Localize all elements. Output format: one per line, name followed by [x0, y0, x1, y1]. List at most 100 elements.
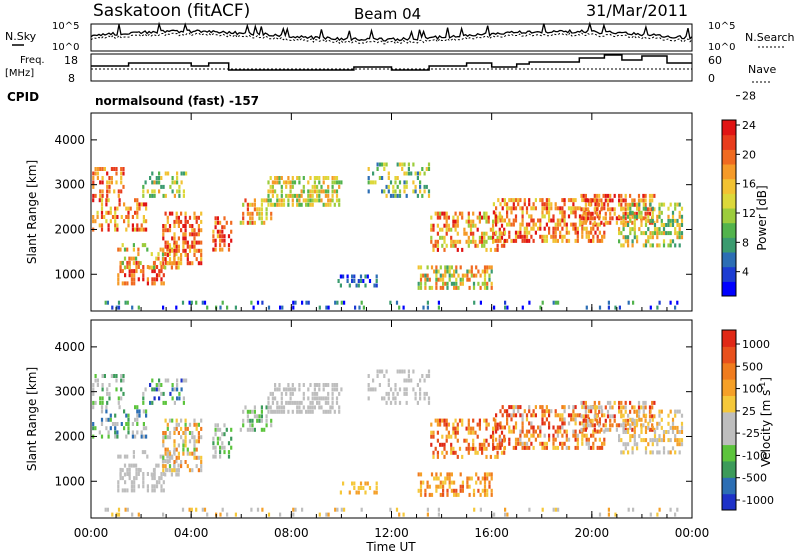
velocity-cell	[137, 472, 140, 476]
colorbar-swatch	[722, 493, 736, 511]
power-cell	[132, 256, 135, 261]
power-cell	[543, 206, 546, 211]
power-cell	[450, 235, 453, 240]
power-cell	[340, 180, 343, 185]
velocity-cell	[468, 492, 471, 497]
power-cell	[375, 283, 378, 288]
velocity-cell	[214, 450, 217, 455]
velocity-cell	[251, 423, 254, 428]
power-cell	[153, 189, 156, 194]
power-cell	[543, 214, 546, 219]
power-cell	[271, 189, 274, 194]
power-cell	[552, 230, 555, 235]
y-tick-label: 1000	[54, 267, 85, 281]
power-cell	[543, 202, 546, 207]
power-cell	[113, 167, 116, 171]
power-cell	[296, 193, 299, 198]
power-cell	[631, 214, 634, 219]
velocity-cell	[405, 387, 408, 392]
velocity-cell	[556, 433, 559, 438]
velocity-cell	[131, 512, 134, 517]
velocity-cell	[448, 472, 451, 477]
velocity-cell	[105, 426, 108, 431]
power-cell	[445, 211, 448, 216]
velocity-cell	[534, 405, 537, 410]
velocity-cell	[316, 400, 319, 405]
velocity-cell	[667, 421, 670, 426]
power-cell	[311, 184, 314, 189]
power-cell	[219, 243, 222, 248]
power-cell	[430, 285, 434, 290]
power-cell	[534, 206, 537, 211]
velocity-cell	[476, 434, 479, 439]
velocity-cell	[168, 418, 172, 423]
velocity-cell	[584, 427, 587, 432]
velocity-cell	[101, 396, 104, 401]
velocity-cell	[153, 484, 156, 489]
power-cell	[126, 265, 129, 269]
power-cell	[392, 193, 395, 198]
velocity-cell	[478, 442, 481, 447]
velocity-cell	[483, 418, 486, 423]
power-cell	[559, 206, 562, 211]
power-cell	[487, 219, 490, 224]
velocity-cell	[376, 374, 379, 378]
velocity-cell	[432, 454, 435, 459]
velocity-cell	[100, 405, 104, 410]
power-cell	[609, 198, 612, 203]
power-cell	[318, 176, 321, 180]
velocity-cell	[334, 507, 337, 512]
power-cell	[512, 218, 515, 223]
power-cell	[376, 167, 379, 171]
power-cell	[176, 171, 179, 176]
velocity-cell	[636, 421, 639, 426]
velocity-cell	[604, 427, 607, 432]
power-cell	[649, 235, 652, 240]
velocity-cell	[432, 450, 435, 455]
power-cell	[171, 261, 174, 266]
power-cell	[134, 227, 137, 232]
power-cell	[640, 218, 643, 223]
power-cell	[629, 218, 632, 223]
velocity-cell	[581, 441, 584, 446]
power-cell	[289, 184, 292, 189]
power-cell	[119, 247, 122, 252]
power-cell	[622, 198, 625, 203]
power-cell	[180, 219, 183, 224]
power-cell	[201, 300, 204, 305]
power-cell	[417, 281, 420, 286]
power-cell	[96, 176, 99, 180]
velocity-cell	[561, 433, 564, 438]
velocity-cell	[285, 400, 288, 405]
velocity-cell	[572, 417, 575, 422]
power-cell	[302, 184, 305, 189]
power-cell	[441, 227, 444, 232]
velocity-cell	[335, 387, 339, 392]
power-cell	[676, 223, 679, 227]
power-cell	[574, 230, 577, 235]
power-cell	[642, 243, 645, 248]
power-cell	[173, 180, 176, 185]
power-cell	[539, 198, 542, 203]
velocity-cell	[106, 387, 109, 392]
power-cell	[302, 176, 305, 180]
velocity-cell	[581, 421, 584, 426]
power-cell	[572, 202, 575, 207]
velocity-cell	[591, 418, 594, 423]
power-cell	[118, 202, 121, 207]
power-cell	[114, 219, 117, 224]
power-cell	[182, 232, 185, 237]
velocity-cell	[101, 387, 104, 392]
power-cell	[510, 198, 513, 203]
velocity-cell	[108, 391, 111, 396]
power-cell	[658, 227, 661, 232]
velocity-cell	[327, 512, 330, 517]
velocity-cell	[678, 438, 681, 443]
velocity-cell	[653, 434, 657, 439]
nsearch-tick-top: 10^5	[708, 21, 735, 32]
velocity-cell	[445, 426, 448, 431]
power-cell	[166, 228, 169, 233]
power-cell	[109, 206, 112, 211]
velocity-cell	[456, 438, 459, 443]
power-cell	[674, 206, 677, 211]
